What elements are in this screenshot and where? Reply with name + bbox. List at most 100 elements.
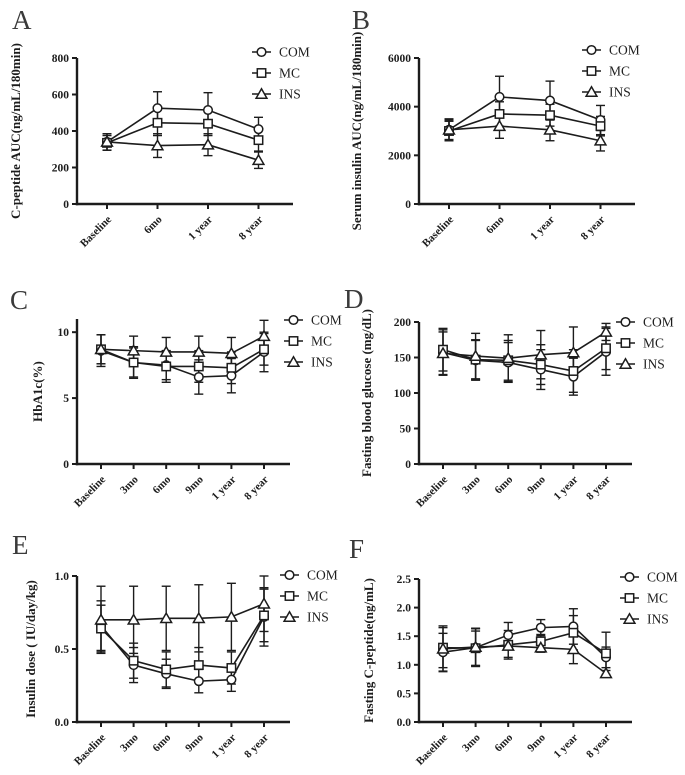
panel-F: F 0.0 0.5 1.0 1.5 2.0 2.5 Baseline 3mo 6mo 9mo 1 y… [342, 520, 685, 775]
data-point-circle [253, 124, 264, 135]
panel-letter-C: C [10, 285, 29, 315]
data-point-triangle [159, 611, 173, 624]
y-tick-label: 1.5 [397, 631, 412, 643]
legend-item-INS: INS [284, 355, 333, 370]
series-line-COM [100, 616, 265, 682]
data-point-square [259, 610, 269, 621]
series-markers-INS [100, 135, 266, 166]
data-point-triangle [534, 640, 548, 653]
series-COM [96, 331, 269, 395]
series-markers-INS [436, 325, 613, 364]
data-point-triangle [150, 138, 165, 151]
data-point-triangle [534, 347, 548, 360]
x-tick-label: Baseline [420, 214, 456, 250]
data-point-circle [284, 569, 295, 581]
series-markers-INS [94, 329, 271, 359]
legend-label: MC [279, 66, 300, 81]
legend-label: COM [647, 570, 678, 585]
data-point-square [253, 135, 264, 146]
data-point-square [545, 110, 555, 121]
legend: COM MC INS [284, 313, 342, 370]
legend-item-MC: MC [582, 64, 630, 79]
chart-hba1c: 0 5 10 Baseline 3mo 6mo 9mo 1 year 8 year HbA1c(%… [30, 313, 342, 510]
series-line-MC [100, 614, 265, 671]
y-tick-label: 6000 [388, 53, 411, 65]
y-axis-title: Insulin dose ( IU/day/kg) [23, 580, 38, 718]
data-point-triangle [599, 666, 613, 679]
data-point-square [568, 627, 579, 638]
data-point-circle [152, 103, 163, 114]
series-line-INS [100, 335, 265, 355]
data-point-square [601, 648, 611, 659]
legend-item-MC: MC [616, 336, 664, 351]
data-point-circle [535, 622, 546, 633]
legend: COM MC INS [252, 45, 310, 102]
x-tick-label: Baseline [414, 732, 450, 768]
legend-label: INS [307, 610, 329, 625]
series-markers-COM [437, 346, 612, 382]
x-tick-label: 3mo [460, 473, 483, 496]
series-markers-COM [101, 103, 264, 147]
data-point-triangle [286, 355, 301, 367]
y-tick-label: 4000 [388, 102, 411, 114]
legend-label: MC [311, 334, 332, 349]
y-tick-label: 0 [63, 199, 69, 211]
legend-label: INS [609, 85, 631, 100]
data-point-triangle [94, 613, 108, 625]
chart-fasting-c-peptide: 0.0 0.5 1.0 1.5 2.0 2.5 Baseline 3mo 6mo 9mo 1 yea… [361, 570, 678, 768]
panel-letter-E: E [12, 530, 29, 560]
data-point-triangle [126, 613, 141, 625]
data-point-triangle [257, 329, 271, 342]
series-line-INS [442, 645, 607, 675]
legend-label: INS [279, 87, 301, 102]
y-tick-label: 50 [400, 424, 412, 436]
series-line-COM [106, 107, 259, 143]
data-point-square [226, 663, 237, 673]
series-line-MC [448, 113, 601, 132]
series-MC [438, 614, 611, 676]
data-point-triangle [543, 123, 557, 135]
x-tick-label: 6mo [493, 473, 516, 496]
series-MC [444, 101, 605, 142]
data-point-triangle [159, 345, 173, 357]
legend-item-COM: COM [620, 570, 678, 585]
data-point-circle [193, 371, 204, 383]
series-MC [96, 332, 269, 385]
legend-item-INS: INS [280, 610, 329, 625]
y-tick-label: 0.5 [397, 688, 412, 700]
legend: COM MC INS [616, 315, 674, 372]
y-tick-label: 800 [52, 53, 70, 65]
data-point-square [203, 118, 213, 129]
y-tick-label: 0.5 [55, 644, 70, 656]
panel-letter-D: D [344, 284, 364, 314]
y-tick-label: 0.0 [55, 717, 70, 729]
data-point-triangle [566, 345, 581, 358]
legend-label: INS [643, 357, 665, 372]
x-tick-label: 9mo [183, 731, 206, 754]
data-point-triangle [468, 640, 483, 653]
y-tick-label: 400 [52, 126, 70, 138]
x-tick-label: 1 year [210, 732, 239, 761]
series-markers-INS [436, 639, 613, 679]
series-markers-MC [96, 610, 269, 675]
legend-label: COM [609, 43, 640, 58]
series-line-MC [442, 631, 607, 655]
x-tick-label: Baseline [414, 474, 450, 510]
data-point-circle [494, 91, 505, 102]
data-point-triangle [224, 346, 239, 359]
x-tick-label: 9mo [525, 731, 548, 754]
chart-insulin-dose: 0.0 0.5 1.0 Baseline 3mo 6mo 9mo 1 year 8 year In… [23, 568, 338, 768]
data-point-triangle [126, 343, 141, 356]
x-tick-label: 8 year [242, 474, 271, 503]
data-point-square [193, 361, 204, 372]
series-INS [438, 625, 611, 677]
data-point-square [193, 660, 204, 671]
data-point-triangle [566, 642, 581, 655]
data-point-triangle [100, 135, 114, 147]
panel-letter-A: A [12, 5, 32, 35]
data-point-square [595, 121, 606, 132]
panel-A: A 0 200 400 600 800 Baseline 6mo 1 year 8 year C-… [0, 0, 342, 260]
data-point-triangle [282, 610, 297, 622]
legend-label: COM [279, 45, 310, 60]
series-line-INS [106, 141, 259, 161]
